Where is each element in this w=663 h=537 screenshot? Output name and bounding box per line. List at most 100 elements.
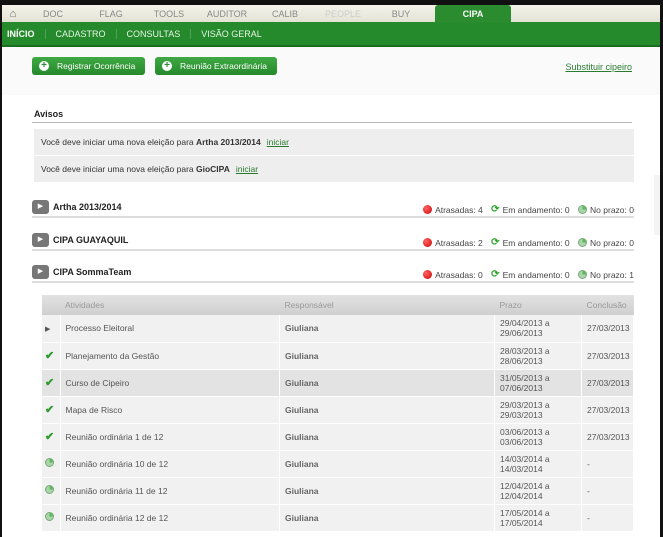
group-name: CIPA SommaTeam [53,267,132,277]
registrar-ocorrencia-button[interactable]: + Registrar Ocorrência [32,57,146,75]
tab-flag[interactable]: FLAG [99,8,123,19]
button-label: Registrar Ocorrência [57,61,136,71]
clock-pie-icon [45,458,54,467]
conclusao-cell: 27/03/2013 [581,369,634,397]
atividade-cell: Reunião ordinária 11 de 12 [60,477,280,505]
expand-icon[interactable]: ▶ [32,200,49,214]
tab-doc[interactable]: DOC [43,8,63,19]
group-row[interactable]: ▶ CIPA SommaTeam Atrasadas: 0 ⟳ Em andame… [32,265,634,283]
aviso-name: GioCIPA [195,164,230,174]
prazo-end: 12/04/2014 [500,490,543,501]
col-responsavel: Responsável [279,295,495,315]
expand-icon[interactable]: ▶ [32,265,49,279]
prazo-cell: 28/03/2013 a 28/06/2013 [494,342,582,370]
em-andamento: Em andamento: 0 [502,237,570,248]
tab-auditor[interactable]: AUDITOR [206,8,248,19]
tab-people[interactable]: PEOPLE [324,8,362,19]
group-stats: Atrasadas: 0 ⟳ Em andamento: 0 No prazo: … [423,269,634,280]
subnav-cadastro[interactable]: CADASTRO [46,28,117,39]
group-row[interactable]: ▶ Artha 2013/2014 Atrasadas: 4 ⟳ Em andam… [32,200,634,218]
clock-pie-icon [45,512,54,521]
aviso-text: Você deve iniciar uma nova eleição para [41,137,196,147]
group-name: Artha 2013/2014 [53,202,122,212]
prazo-cell: 29/04/2013 a 29/06/2013 [494,315,582,343]
status-cell: ✔ [42,423,61,451]
clock-pie-icon [45,485,54,494]
prazo-start: 29/03/2013 a [500,399,550,410]
sub-nav: INÍCIO CADASTRO CONSULTAS VISÃO GERAL [2,22,660,47]
table-row[interactable]: Reunião ordinária 11 de 12 Giuliana 12/0… [42,477,634,505]
prazo-cell: 03/06/2013 a 03/06/2013 [494,423,582,451]
subnav-inicio[interactable]: INÍCIO [7,28,46,39]
status-cell: ✔ [42,369,61,397]
atividade-cell: Processo Eleitoral [60,315,280,343]
atividade-cell: Planejamento da Gestão [60,342,280,370]
prazo-cell: 17/05/2014 a 17/05/2014 [494,504,582,532]
table-row[interactable]: ✔ Curso de Cipeiro Giuliana 31/05/2013 a… [42,369,634,397]
avisos-list: Você deve iniciar uma nova eleição para … [34,129,634,183]
check-icon: ✔ [45,404,55,416]
aviso-name: Artha 2013/2014 [195,137,261,147]
home-icon[interactable]: ⌂ [9,7,17,20]
prazo-end: 28/06/2013 [500,355,543,366]
sync-icon: ⟳ [491,204,500,215]
prazo-start: 14/03/2014 a [500,453,550,464]
iniciar-link[interactable]: iniciar [235,164,259,174]
no-prazo: No prazo: 0 [590,204,634,215]
prazo-start: 28/03/2013 a [500,345,550,356]
table-row[interactable]: Reunião ordinária 10 de 12 Giuliana 14/0… [42,450,634,478]
tab-calib[interactable]: CALIB [271,8,298,19]
iniciar-link[interactable]: iniciar [266,137,289,147]
late-icon [423,205,433,214]
check-icon: ✔ [45,431,55,443]
status-cell: ✔ [42,342,61,370]
prazo-start: 12/04/2014 a [500,480,550,491]
table-row[interactable]: ▶ Processo Eleitoral Giuliana 29/04/2013… [42,315,634,343]
atrasadas: Atrasadas: 0 [435,269,483,280]
prazo-end: 03/06/2013 [500,436,543,447]
col-conclusao: Conclusão [581,295,634,315]
responsavel-cell: Giuliana [279,477,495,505]
table-row[interactable]: ✔ Reunião ordinária 1 de 12 Giuliana 03/… [42,423,634,451]
table-row[interactable]: ✔ Planejamento da Gestão Giuliana 28/03/… [42,342,634,370]
prazo-cell: 31/05/2013 a 07/06/2013 [494,369,582,397]
sync-icon: ⟳ [491,237,500,248]
aviso-item: Você deve iniciar uma nova eleição para … [34,156,634,183]
subnav-visao-geral[interactable]: VISÃO GERAL [201,28,262,39]
group-row[interactable]: ▶ CIPA GUAYAQUIL Atrasadas: 2 ⟳ Em andame… [32,233,634,251]
tab-cipa[interactable]: CIPA [435,5,511,23]
atividade-cell: Reunião ordinária 12 de 12 [60,504,280,532]
substituir-cipeiro-link[interactable]: Substituir cipeiro [565,62,632,72]
clock-pie-icon [578,205,588,214]
table-row[interactable]: Reunião ordinária 12 de 12 Giuliana 17/0… [42,504,634,532]
atrasadas: Atrasadas: 4 [435,204,483,215]
subnav-consultas[interactable]: CONSULTAS [117,28,192,39]
check-icon: ✔ [45,377,55,389]
col-prazo: Prazo [494,295,582,315]
divider [32,122,632,123]
responsavel-cell: Giuliana [279,396,495,424]
responsavel-cell: Giuliana [279,315,495,343]
responsavel-cell: Giuliana [279,369,495,397]
group-stats: Atrasadas: 4 ⟳ Em andamento: 0 No prazo: … [423,204,634,215]
plus-icon: + [39,61,49,71]
tab-buy[interactable]: BUY [391,8,411,19]
responsavel-cell: Giuliana [279,504,495,532]
side-tab[interactable] [654,175,660,235]
prazo-cell: 29/03/2013 a 29/03/2013 [494,396,582,424]
status-cell [42,450,61,478]
clock-pie-icon [578,270,588,279]
table-row[interactable]: ✔ Mapa de Risco Giuliana 29/03/2013 a 29/… [42,396,634,424]
em-andamento: Em andamento: 0 [502,269,570,280]
prazo-start: 31/05/2013 a [500,372,550,383]
activities-table: Atividades Responsável Prazo Conclusão ▶… [42,295,634,532]
sync-icon: ⟳ [491,269,500,280]
prazo-end: 17/05/2014 [500,517,543,528]
expand-icon[interactable]: ▶ [32,233,49,247]
tab-tools[interactable]: TOOLS [153,8,185,19]
late-icon [423,270,433,279]
check-icon: ✔ [45,350,55,362]
reuniao-extraordinaria-button[interactable]: + Reunião Extraordinária [155,57,277,75]
atividade-cell: Reunião ordinária 1 de 12 [60,423,280,451]
group-name: CIPA GUAYAQUIL [53,235,129,245]
